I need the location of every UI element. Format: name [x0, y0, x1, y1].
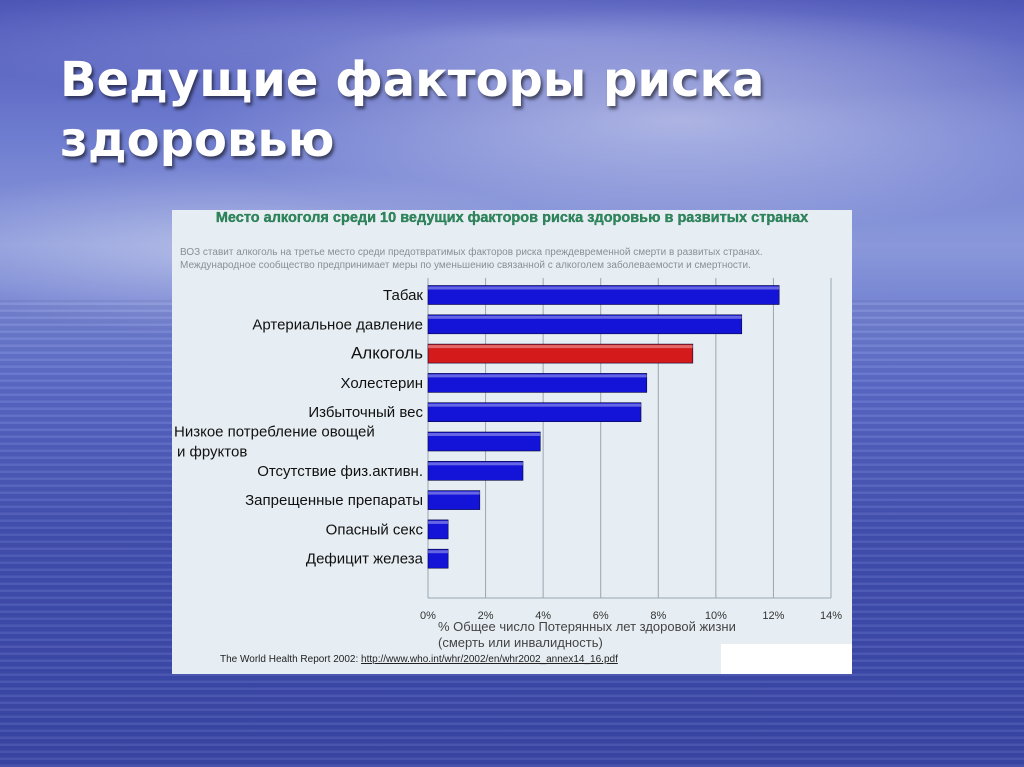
x-tick-2: 4% [535, 610, 551, 622]
category-label-5-line-1: и фруктов [177, 444, 247, 461]
bar-4 [427, 402, 642, 422]
bar-shine-0 [428, 286, 780, 290]
bar-7 [427, 490, 481, 510]
x-tick-7: 14% [820, 610, 842, 622]
bar-3 [427, 373, 648, 393]
x-tick-0: 0% [420, 610, 436, 622]
x-axis-label: % Общее число Потерянных лет здоровой жи… [438, 619, 736, 650]
category-label-5: Низкое потребление овощей и фруктов [174, 424, 375, 461]
bar-9 [427, 548, 449, 569]
bar-shine-6 [428, 462, 523, 466]
x-tick-3: 6% [593, 610, 609, 622]
chart-subtitle-line-2: Международное сообщество предпринимает м… [180, 260, 751, 271]
bar-shine-2 [428, 345, 693, 349]
bars [427, 285, 780, 569]
bar-0 [427, 285, 780, 305]
bar-shine-5 [428, 433, 541, 436]
x-tick-1: 2% [478, 610, 494, 622]
bar-shine-4 [428, 403, 642, 407]
category-label-3: Холестерин [341, 375, 424, 392]
x-tick-labels: 0% 2% 4% 6% 8% 10% 12% 14% [420, 610, 842, 622]
source-label: The World Health Report 2002: [220, 654, 359, 665]
x-axis-label-line-2: (смерть или инвалидность) [438, 635, 603, 650]
bar-shine-8 [428, 520, 449, 524]
slide-title-line-1: Ведущие факторы риска [60, 52, 765, 108]
bar-shine-3 [428, 374, 647, 378]
bar-shine-1 [428, 315, 742, 319]
x-tick-5: 10% [705, 610, 727, 622]
category-label-8: Опасный секс [326, 521, 424, 538]
corner-box [721, 644, 852, 674]
x-tick-6: 12% [762, 610, 784, 622]
category-label-5-line-0: Низкое потребление овощей [174, 424, 375, 441]
slide-title-line-2: здоровью [60, 112, 335, 168]
category-labels: Табак Артериальное давление Алкоголь Холест… [174, 287, 424, 568]
chart-title: Место алкоголя среди 10 ведущих факторов… [215, 210, 809, 226]
category-label-6: Отсутствие физ.активн. [257, 463, 423, 480]
category-label-2: Алкоголь [351, 344, 423, 363]
slide-title: Ведущие факторы риска здоровью [60, 50, 960, 170]
source-note: The World Health Report 2002: http://www… [220, 654, 618, 665]
source-link[interactable]: http://www.who.int/whr/2002/en/whr2002_a… [361, 654, 618, 665]
bar-shine-7 [428, 491, 480, 495]
category-label-0: Табак [383, 287, 423, 304]
bar-shine-9 [428, 550, 449, 554]
bar-6 [427, 461, 524, 481]
category-label-4: Избыточный вес [308, 404, 423, 421]
bar-chart: Табак Артериальное давление Алкоголь Холест… [174, 278, 842, 650]
category-label-7: Запрещенные препараты [245, 492, 423, 509]
category-label-9: Дефицит железа [306, 551, 424, 568]
chart-subtitle-line-1: ВОЗ ставит алкоголь на третье место сред… [180, 247, 763, 258]
bar-5 [427, 431, 541, 452]
x-axis-label-line-1: % Общее число Потерянных лет здоровой жи… [438, 619, 736, 634]
bar-2 [427, 343, 694, 364]
bar-8 [427, 519, 449, 540]
category-label-1: Артериальное давление [252, 316, 423, 333]
x-tick-4: 8% [650, 610, 666, 622]
bar-1 [427, 314, 743, 335]
chart-subtitle: ВОЗ ставит алкоголь на третье место сред… [180, 246, 850, 272]
